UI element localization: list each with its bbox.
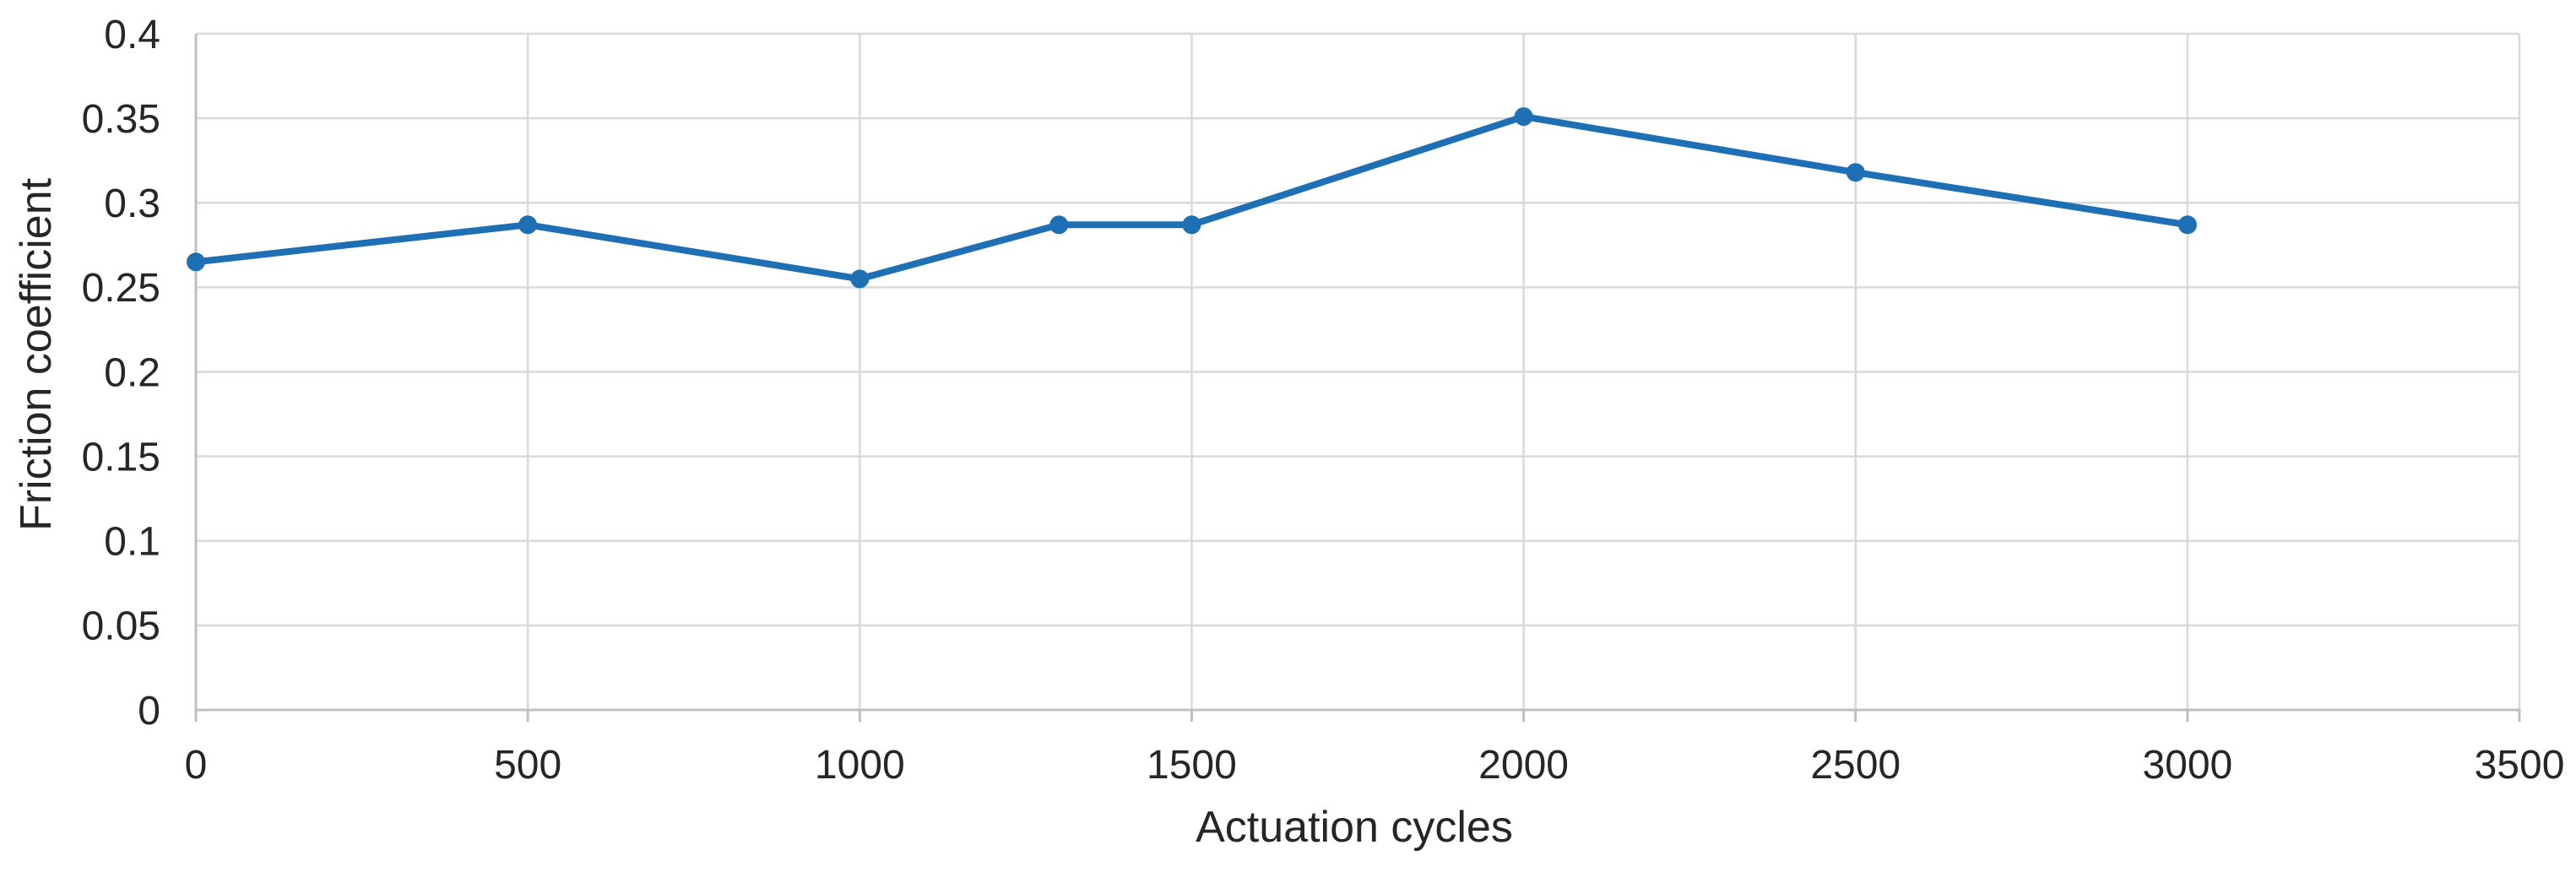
x-tick-label: 2500 [1810,743,1901,788]
series-friction [187,107,2197,289]
y-tick-label: 0.1 [104,520,160,565]
y-tick-label: 0.2 [104,350,160,395]
data-point-marker [187,252,205,272]
x-tick-label: 2000 [1478,743,1569,788]
data-point-marker [1514,107,1533,127]
data-point-marker [1846,163,1865,182]
y-tick-label: 0.3 [104,181,160,226]
x-tick-label: 3000 [2142,743,2232,788]
y-tick-label: 0.15 [82,435,160,479]
x-tick-label: 0 [185,743,208,788]
y-axis-title: Friction coefficient [12,177,61,531]
x-tick-label: 1500 [1147,743,1237,788]
gridlines [196,32,2521,710]
data-point-marker [1049,215,1069,235]
series-line [193,113,2191,283]
data-point-marker [2177,215,2197,235]
tick-labels: 0 0.05 0.1 0.15 0.2 0.25 0.3 0.35 0.4 0 500 1000 150… [82,13,2565,788]
y-tick-label: 0 [138,689,160,734]
axis-ticks [194,710,2521,722]
axes [194,34,2519,712]
data-point-marker [1182,215,1201,235]
x-axis-title: Actuation cycles [1196,803,1513,852]
y-tick-label: 0.4 [104,13,160,57]
data-point-marker [518,215,538,235]
x-tick-label: 500 [494,743,561,788]
y-tick-label: 0.35 [82,97,160,142]
y-tick-label: 0.25 [82,266,160,311]
x-tick-label: 3500 [2475,743,2565,788]
x-tick-label: 1000 [815,743,905,788]
data-point-marker [850,269,870,289]
y-tick-label: 0.05 [82,604,160,649]
